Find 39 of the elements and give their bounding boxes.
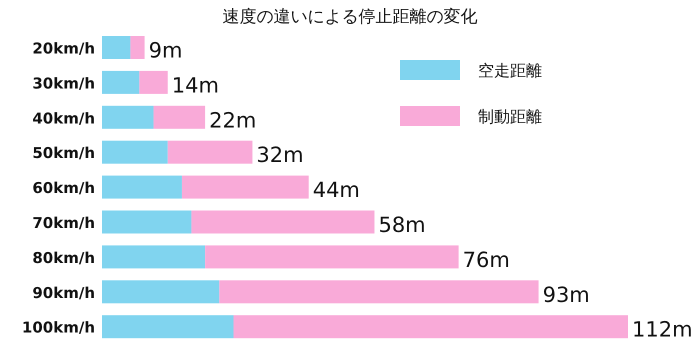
- bar: [219, 280, 539, 304]
- bar: [182, 176, 309, 199]
- y-tick-label: 90km/h: [32, 284, 95, 302]
- y-tick-label: 40km/h: [32, 109, 95, 128]
- bar: [102, 280, 220, 304]
- bar: [102, 140, 168, 164]
- annotation: 112m: [632, 318, 693, 342]
- bar: [102, 315, 234, 338]
- annotation: 14m: [172, 73, 219, 98]
- y-tick-label: 80km/h: [32, 248, 95, 267]
- y-tick-label: 30km/h: [32, 74, 95, 92]
- y-tick-label: 50km/h: [32, 144, 95, 162]
- legend-label: 空走距離: [478, 61, 542, 80]
- bar: [130, 36, 145, 59]
- annotation: 22m: [209, 108, 256, 132]
- bar: [102, 36, 130, 59]
- bar: [191, 210, 374, 234]
- bar: [154, 106, 206, 129]
- annotation: 58m: [378, 213, 426, 237]
- legend-label: 制動距離: [478, 107, 542, 126]
- bar: [205, 245, 459, 268]
- bar: [234, 315, 628, 338]
- annotation: 9m: [148, 38, 182, 62]
- y-tick-label: 100km/h: [22, 318, 95, 337]
- y-tick-label: 20km/h: [32, 40, 95, 58]
- annotation: 76m: [462, 248, 510, 272]
- bar: [102, 106, 154, 129]
- bar: [168, 140, 252, 164]
- bar: [102, 70, 140, 94]
- bar: [139, 70, 168, 94]
- chart-title: 速度の違いによる停止距離の変化: [222, 7, 478, 27]
- bar: [102, 176, 182, 199]
- annotation: 32m: [256, 143, 304, 168]
- bar: [102, 245, 206, 268]
- y-tick-label: 60km/h: [32, 179, 95, 198]
- annotation: 93m: [542, 282, 590, 307]
- bar: [102, 210, 192, 234]
- y-tick-label: 70km/h: [32, 214, 95, 232]
- annotation: 44m: [312, 178, 360, 202]
